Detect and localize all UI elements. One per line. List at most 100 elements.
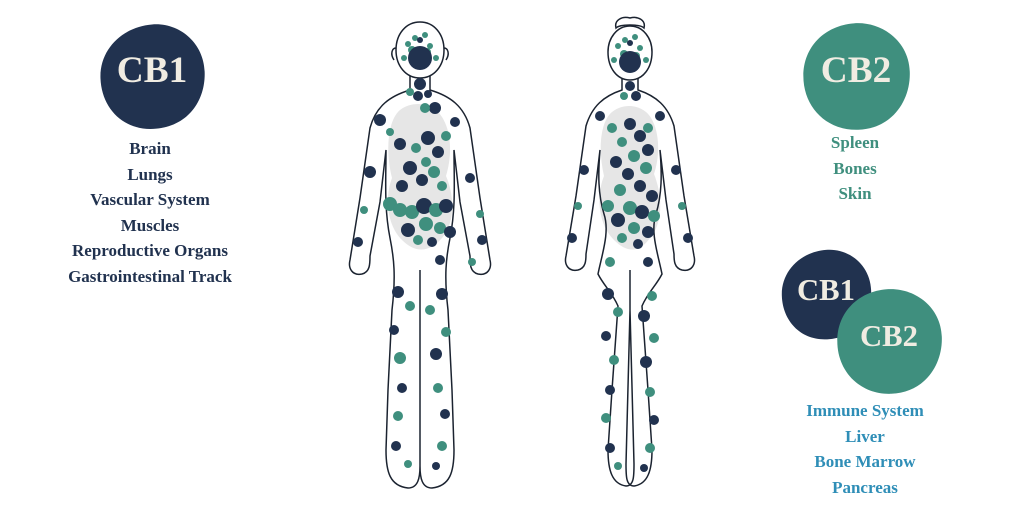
cb2-receptor-dot (617, 233, 627, 243)
cb2-receptor-dot (637, 45, 643, 51)
cb1-list: BrainLungsVascular SystemMusclesReproduc… (20, 136, 280, 289)
cb2-receptor-dot (476, 210, 484, 218)
cb2-receptor-dot (437, 441, 447, 451)
cb1-receptor-dot (595, 111, 605, 121)
cb2-receptor-dot (393, 411, 403, 421)
cb1-receptor-dot (635, 205, 649, 219)
cb2-receptor-dot (607, 123, 617, 133)
list-item: Vascular System (20, 187, 280, 213)
cb2-receptor-dot (649, 333, 659, 343)
cb1-receptor-dot (413, 91, 423, 101)
cb1-receptor-dot (640, 356, 652, 368)
cb1-receptor-dot (392, 286, 404, 298)
list-item: Gastrointestinal Track (20, 264, 280, 290)
cb2-receptor-dot (643, 57, 649, 63)
cb1-receptor-dot (622, 168, 634, 180)
cb1-receptor-dot (477, 235, 487, 245)
both-list: Immune SystemLiverBone MarrowPancreas (760, 398, 970, 500)
cb2-receptor-dot (404, 460, 412, 468)
cb1-receptor-dot (394, 138, 406, 150)
cb1-receptor-dot (439, 199, 453, 213)
cb2-badge: CB2 (800, 20, 912, 120)
cb1-receptor-dot (631, 91, 641, 101)
cb2-receptor-dot (648, 210, 660, 222)
cb1-receptor-dot (683, 233, 693, 243)
cb2-receptor-dot (394, 352, 406, 364)
cb1-receptor-dot (602, 288, 614, 300)
cb1-receptor-dot (444, 226, 456, 238)
cb1-receptor-dot (417, 37, 423, 43)
cb2-receptor-dot (441, 131, 451, 141)
cb1-receptor-dot (625, 81, 635, 91)
list-item: Pancreas (760, 475, 970, 501)
cb1-receptor-dot (391, 441, 401, 451)
cb1-receptor-dot (427, 237, 437, 247)
male-body-figure (330, 10, 510, 500)
cb1-receptor-dot (610, 156, 622, 168)
cb1-receptor-dot (396, 180, 408, 192)
cb1-receptor-dot (440, 409, 450, 419)
cb1-receptor-dot (605, 443, 615, 453)
cb1-receptor-dot (655, 111, 665, 121)
cb2-receptor-dot (614, 462, 622, 470)
cb2-receptor-dot (601, 413, 611, 423)
cb1-receptor-dot (408, 46, 432, 70)
both-cb1-label: CB1 (797, 273, 855, 308)
cb1-receptor-dot (414, 78, 426, 90)
cb1-badge-label: CB1 (117, 49, 188, 92)
cb2-receptor-dot (640, 162, 652, 174)
cb2-receptor-dot (647, 291, 657, 301)
female-body-figure (540, 10, 720, 500)
cb1-receptor-dot (364, 166, 376, 178)
cb2-receptor-dot (421, 157, 431, 167)
list-item: Brain (20, 136, 280, 162)
cb2-receptor-dot (632, 34, 638, 40)
cb1-receptor-dot (638, 310, 650, 322)
cb1-receptor-dot (421, 131, 435, 145)
cb2-badge-label: CB2 (821, 49, 892, 92)
cb1-badge: CB1 (96, 20, 208, 120)
cb2-receptor-dot (609, 355, 619, 365)
cb1-receptor-dot (401, 223, 415, 237)
cb2-receptor-dot (617, 137, 627, 147)
cb2-receptor-dot (386, 128, 394, 136)
list-item: Skin (760, 181, 950, 207)
cb1-receptor-dot (642, 226, 654, 238)
cb2-receptor-dot (645, 387, 655, 397)
cb2-receptor-dot (611, 57, 617, 63)
cb1-receptor-dot (649, 415, 659, 425)
cb2-list: SpleenBonesSkin (760, 130, 950, 207)
cb1-receptor-dot (430, 348, 442, 360)
list-item: Immune System (760, 398, 970, 424)
cb1-receptor-dot (634, 180, 646, 192)
cb2-receptor-dot (574, 202, 582, 210)
cb1-receptor-dot (424, 90, 432, 98)
cb1-receptor-dot (567, 233, 577, 243)
list-item: Spleen (760, 130, 950, 156)
cb1-receptor-dot (389, 325, 399, 335)
cb2-receptor-dot (628, 222, 640, 234)
cb1-receptor-dot (450, 117, 460, 127)
cb2-receptor-dot (425, 305, 435, 315)
cb1-receptor-dot (397, 383, 407, 393)
list-item: Reproductive Organs (20, 238, 280, 264)
cb1-receptor-dot (432, 462, 440, 470)
cb2-receptor-dot (613, 307, 623, 317)
list-item: Bones (760, 156, 950, 182)
cb1-receptor-dot (643, 257, 653, 267)
cb2-receptor-dot (678, 202, 686, 210)
cb1-receptor-dot (611, 213, 625, 227)
list-item: Lungs (20, 162, 280, 188)
list-item: Liver (760, 424, 970, 450)
cb2-receptor-dot (419, 217, 433, 231)
cb2-receptor-dot (605, 257, 615, 267)
cb1-receptor-dot (627, 40, 633, 46)
cb1-receptor-dot (429, 102, 441, 114)
cb1-receptor-dot (634, 130, 646, 142)
cb2-receptor-dot (401, 55, 407, 61)
cb1-receptor-dot (465, 173, 475, 183)
cb2-receptor-dot (360, 206, 368, 214)
diagram-stage: CB1 BrainLungsVascular SystemMusclesRepr… (0, 0, 1024, 512)
both-cb2-label: CB2 (860, 319, 918, 354)
cb1-receptor-dot (671, 165, 681, 175)
